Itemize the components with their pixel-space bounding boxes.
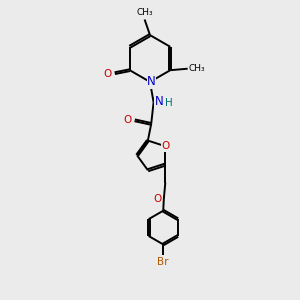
Text: O: O — [103, 69, 112, 79]
Text: CH₃: CH₃ — [189, 64, 206, 73]
Text: N: N — [147, 75, 156, 88]
Text: O: O — [123, 115, 132, 125]
Text: Br: Br — [158, 256, 169, 266]
Text: O: O — [153, 194, 161, 204]
Text: CH₃: CH₃ — [136, 8, 153, 16]
Text: O: O — [161, 141, 170, 151]
Text: N: N — [154, 95, 164, 108]
Text: H: H — [165, 98, 172, 108]
